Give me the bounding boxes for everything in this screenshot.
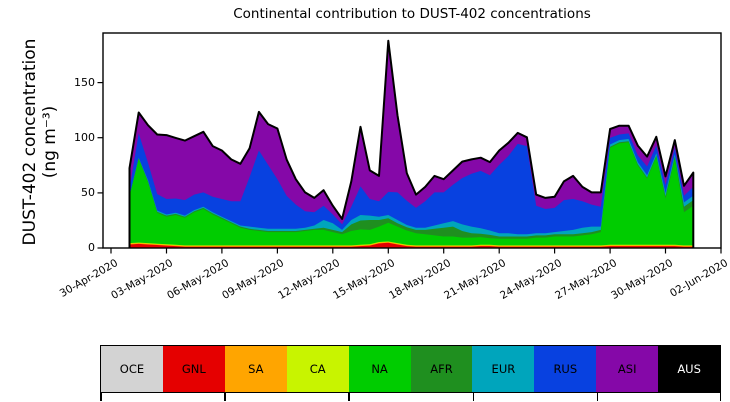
y-tick-label: 150 xyxy=(74,75,95,89)
y-tick-label: 0 xyxy=(88,241,95,254)
chart-title: Continental contribution to DUST-402 con… xyxy=(233,6,591,22)
legend-item-asi: ASI xyxy=(596,346,659,392)
legend-tick xyxy=(100,393,102,401)
legend-tick xyxy=(224,393,226,401)
continent-legend: OCE GNL SA CA NA AFR EUR RUS ASI AUS xyxy=(100,345,721,393)
legend-item-rus: RUS xyxy=(534,346,597,392)
legend-tick xyxy=(472,393,475,401)
area-na xyxy=(129,142,694,248)
legend-item-afr: AFR xyxy=(410,346,473,392)
legend-item-eur: EUR xyxy=(472,346,535,392)
area-sa xyxy=(129,241,694,248)
y-tick-label: 100 xyxy=(74,130,95,144)
area-rus xyxy=(129,133,694,248)
legend-tick xyxy=(348,393,350,401)
legend-item-na: NA xyxy=(348,346,411,392)
legend-tick xyxy=(719,393,721,401)
stack-outline xyxy=(128,39,695,248)
y-tick-label: 50 xyxy=(81,185,95,199)
legend-tick xyxy=(596,393,599,401)
legend-item-ca: CA xyxy=(286,346,349,392)
legend-item-oce: OCE xyxy=(101,346,163,392)
area-gnl xyxy=(129,242,694,248)
legend-item-aus: AUS xyxy=(658,346,721,392)
legend-item-sa: SA xyxy=(224,346,287,392)
legend-item-gnl: GNL xyxy=(162,346,225,392)
